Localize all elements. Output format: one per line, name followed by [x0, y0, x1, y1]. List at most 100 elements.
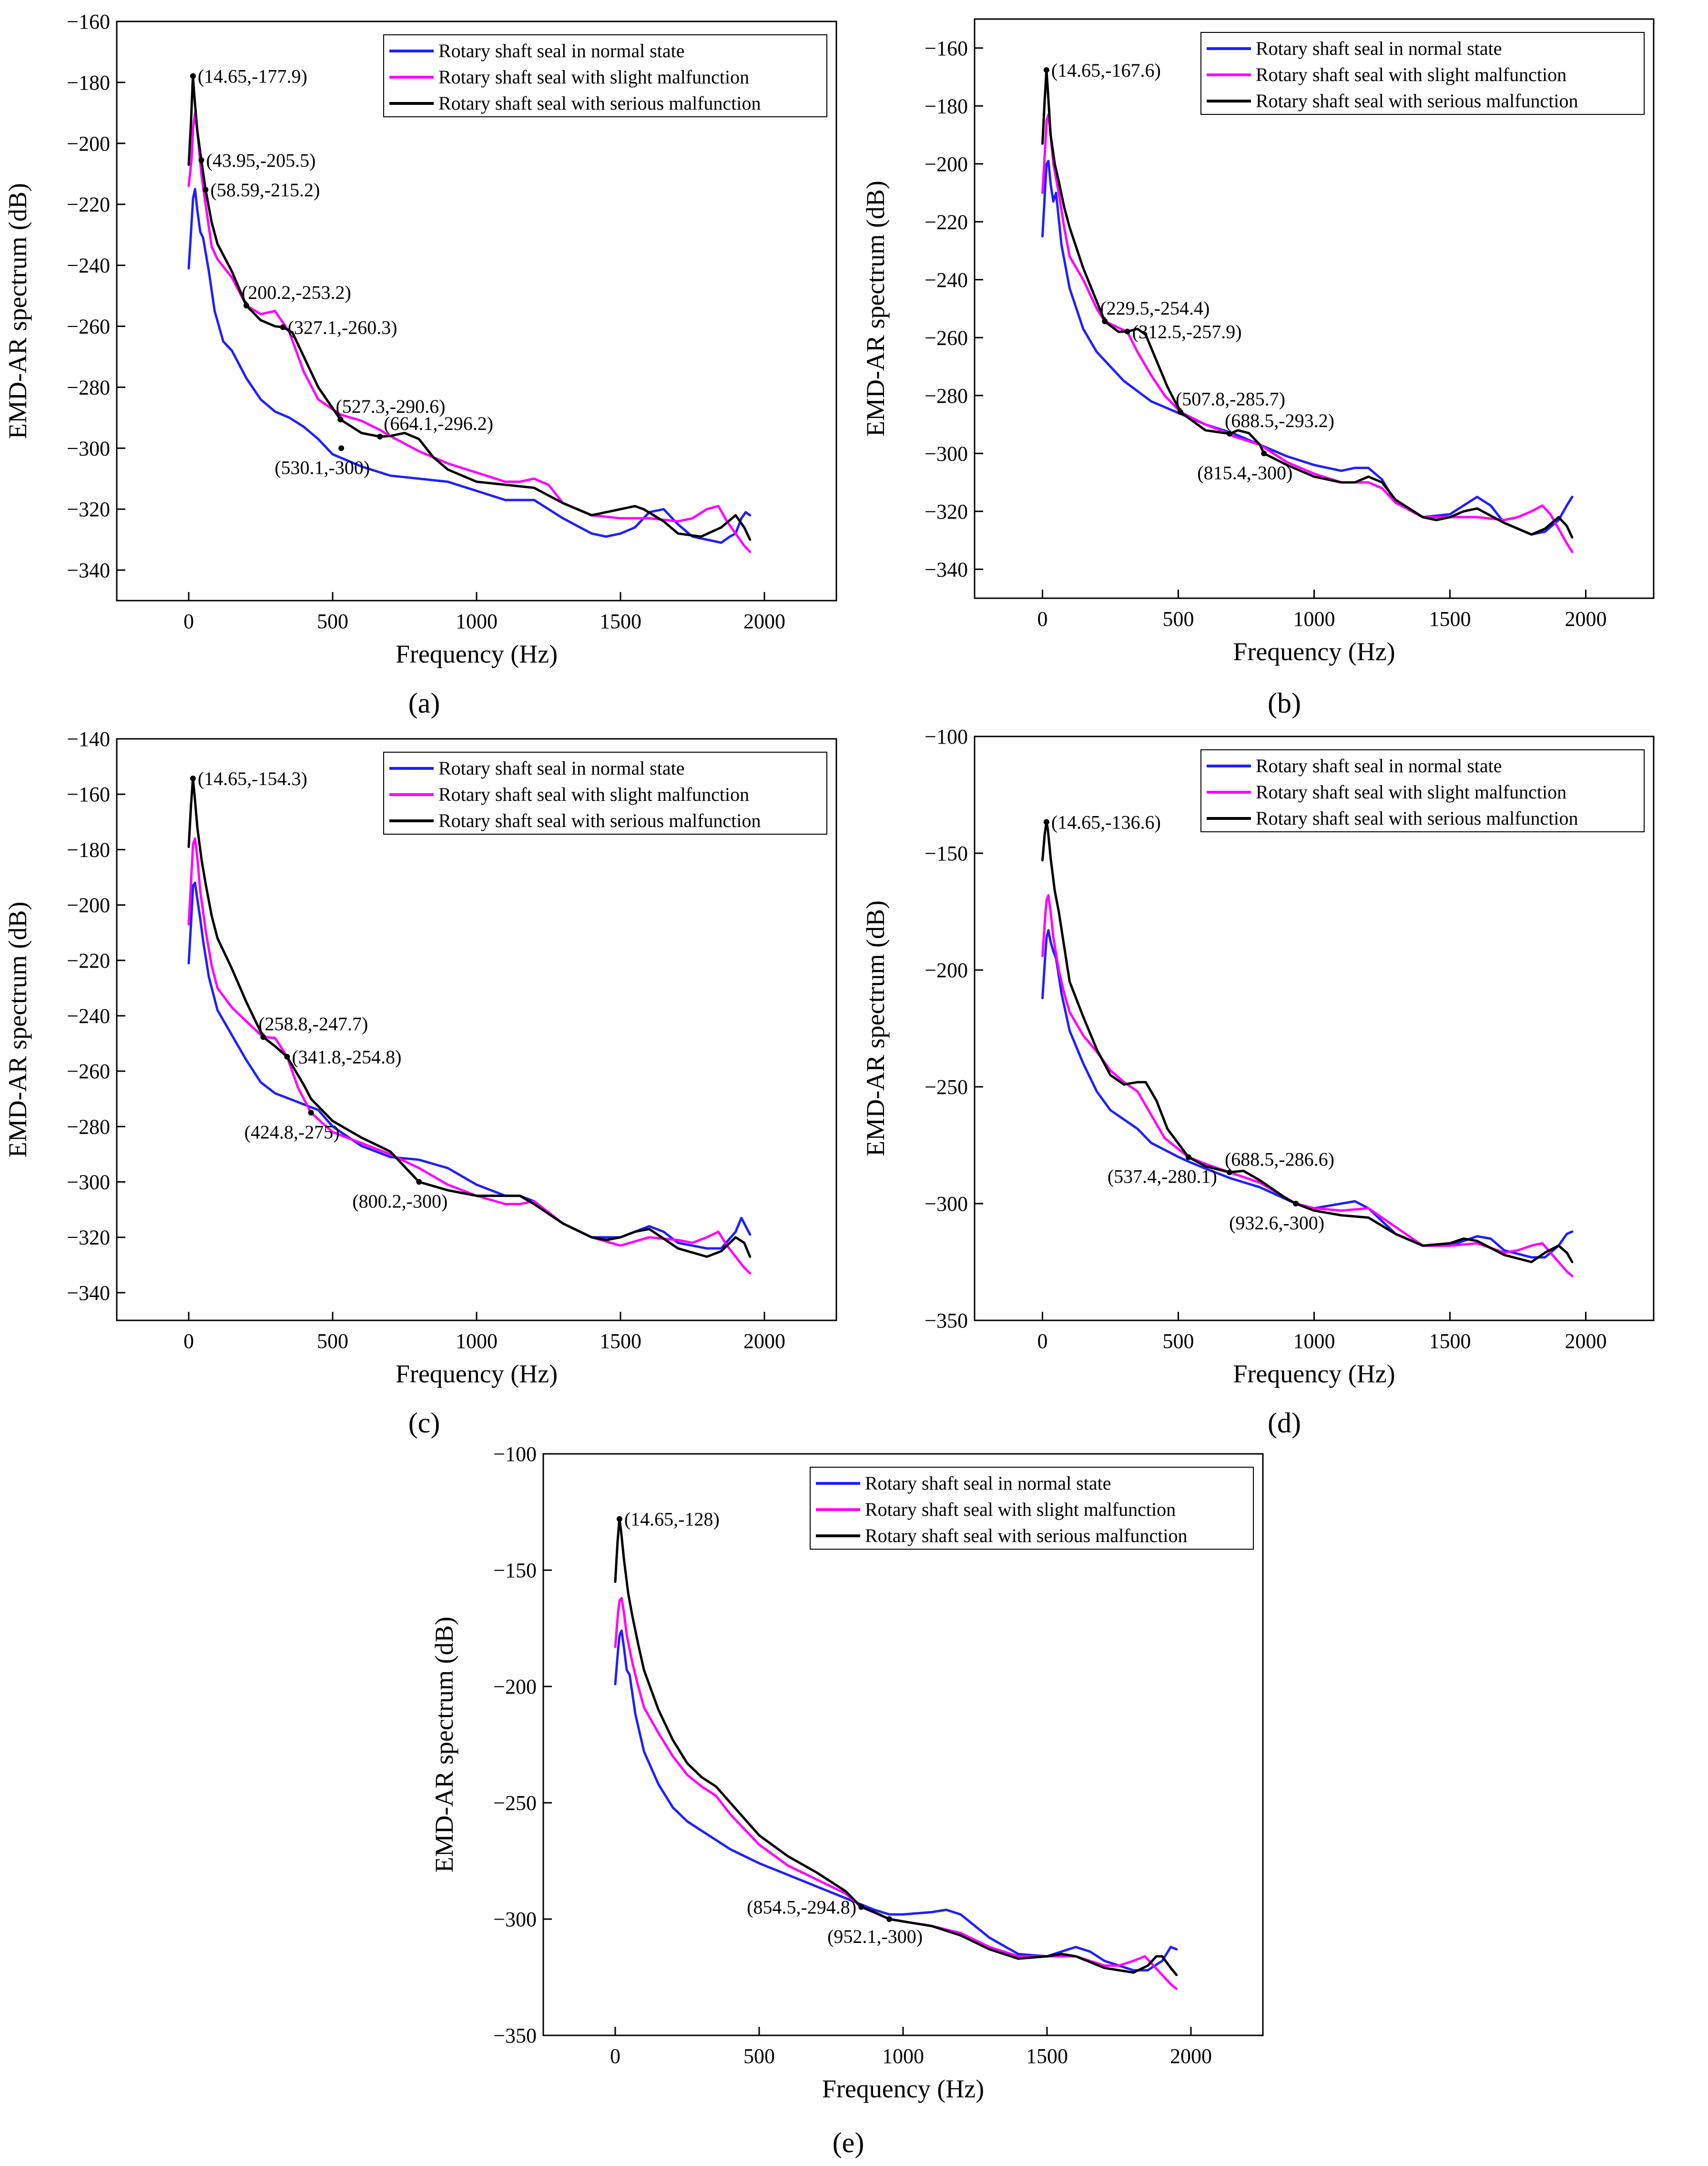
annotation-marker	[243, 302, 249, 308]
annotation-marker	[1261, 450, 1267, 457]
annotation-marker	[416, 1179, 422, 1185]
legend-label: Rotary shaft seal with slight malfunctio…	[438, 784, 749, 805]
legend-label: Rotary shaft seal in normal state	[438, 40, 685, 61]
y-tick-label: −180	[67, 838, 110, 861]
y-tick-label: −200	[67, 894, 110, 917]
y-tick-label: −300	[493, 1908, 537, 1931]
legend-label: Rotary shaft seal with serious malfuncti…	[438, 810, 761, 831]
legend-box	[383, 752, 827, 835]
legend-label: Rotary shaft seal in normal state	[865, 1472, 1111, 1494]
y-tick-label: −340	[67, 559, 110, 582]
y-tick-label: −100	[925, 725, 968, 748]
annotation-label: (688.5,-293.2)	[1225, 410, 1334, 431]
x-tick-label: 1500	[600, 1329, 641, 1353]
legend-label: Rotary shaft seal with serious malfuncti…	[865, 1525, 1188, 1546]
y-tick-label: −220	[925, 210, 968, 234]
y-tick-label: −260	[925, 326, 968, 349]
x-tick-label: 1000	[456, 1329, 498, 1353]
y-tick-label: −240	[925, 268, 968, 292]
chart-panel-c: 0 500 1000 1500 2000 −340 −320 −300 −280 −260 −240…	[3, 727, 837, 1439]
annotation-label: (932.6,-300)	[1229, 1212, 1324, 1234]
y-tick-label: −340	[67, 1281, 110, 1305]
series-line-normal	[187, 188, 752, 544]
panel-label: (a)	[408, 687, 440, 719]
legend-label: Rotary shaft seal in normal state	[1256, 38, 1502, 59]
y-tick-label: −200	[67, 132, 110, 155]
x-tick-label: 1500	[1429, 607, 1471, 631]
x-tick-label: 1500	[1429, 1329, 1471, 1353]
x-tick-label: 500	[1163, 607, 1194, 631]
x-tick-label: 0	[610, 2044, 620, 2068]
x-tick-label: 1500	[1026, 2044, 1068, 2068]
x-tick-label: 0	[1037, 1329, 1048, 1353]
legend: Rotary shaft seal in normal state Rotary …	[1200, 749, 1645, 832]
annotation-label: (424.8,-275)	[244, 1121, 340, 1143]
y-tick-label: −320	[67, 1226, 110, 1249]
panel-label: (d)	[1268, 1407, 1301, 1439]
series-line-serious	[187, 777, 752, 1258]
y-tick-label: −280	[67, 1115, 110, 1138]
series-line-normal	[187, 881, 752, 1250]
legend-label: Rotary shaft seal in normal state	[1256, 755, 1502, 776]
y-tick-label: −300	[925, 1192, 968, 1216]
annotation-label: (854.5,-294.8)	[747, 1897, 856, 1918]
annotation-marker	[338, 445, 345, 451]
legend-label: Rotary shaft seal with slight malfunctio…	[865, 1499, 1176, 1520]
annotation-marker	[886, 1916, 893, 1922]
x-axis-label: Frequency (Hz)	[1233, 1359, 1395, 1388]
annotation-marker	[377, 433, 383, 439]
annotation-label: (200.2,-253.2)	[242, 282, 351, 303]
y-tick-label: −280	[925, 384, 968, 408]
annotation-marker	[337, 417, 344, 423]
annotation-label: (258.8,-247.7)	[258, 1013, 368, 1035]
annotation-marker	[1043, 819, 1049, 825]
y-tick-label: −180	[925, 94, 968, 118]
annotation-label: (14.65,-167.6)	[1051, 60, 1161, 81]
x-tick-label: 1000	[456, 610, 498, 633]
legend-box	[1200, 749, 1645, 832]
y-tick-label: −350	[493, 2024, 537, 2047]
y-tick-label: −200	[493, 1675, 537, 1698]
x-tick-label: 1500	[600, 610, 641, 633]
y-tick-label: −250	[493, 1791, 537, 1815]
x-tick-label: 1000	[882, 2044, 924, 2068]
annotation-marker	[190, 776, 196, 782]
annotation-label: (952.1,-300)	[827, 1926, 923, 1947]
legend-box	[383, 34, 827, 117]
y-tick-label: −180	[67, 71, 110, 94]
y-axis-label: EMD-AR spectrum (dB)	[861, 900, 890, 1156]
y-tick-label: −200	[925, 959, 968, 982]
x-axis-label: Frequency (Hz)	[822, 2074, 984, 2103]
x-tick-label: 2000	[743, 1329, 785, 1353]
annotation-marker	[1043, 67, 1049, 73]
series-line-serious	[1041, 820, 1574, 1263]
annotation-marker	[260, 1034, 266, 1040]
annotation-label: (14.65,-177.9)	[198, 65, 307, 87]
series-line-serious	[614, 1518, 1178, 1976]
series-line-normal	[1041, 160, 1574, 536]
annotation-marker	[198, 157, 204, 163]
annotation-marker	[1102, 318, 1108, 325]
legend-box	[810, 1467, 1254, 1550]
y-axis-label: EMD-AR spectrum (dB)	[861, 181, 890, 437]
annotation-label: (800.2,-300)	[352, 1191, 447, 1212]
annotation-label: (527.3,-290.6)	[336, 396, 445, 417]
y-tick-label: −260	[67, 1060, 110, 1083]
y-axis-label: EMD-AR spectrum (dB)	[430, 1617, 458, 1873]
y-tick-label: −100	[493, 1442, 537, 1466]
x-tick-label: 0	[183, 1329, 194, 1353]
y-tick-label: −140	[67, 727, 110, 751]
annotation-label: (530.1,-300)	[274, 457, 370, 478]
y-axis-label: EMD-AR spectrum (dB)	[3, 183, 32, 439]
x-tick-label: 2000	[1565, 607, 1607, 631]
annotation-marker	[616, 1516, 622, 1522]
y-tick-label: −260	[67, 315, 110, 338]
x-axis-label: Frequency (Hz)	[396, 1359, 558, 1388]
series-line-slight	[614, 1597, 1178, 1990]
y-tick-label: −200	[925, 153, 968, 176]
y-tick-label: −300	[67, 1171, 110, 1194]
annotation-label: (507.8,-285.7)	[1176, 388, 1285, 409]
x-tick-label: 2000	[1565, 1329, 1607, 1353]
x-tick-label: 2000	[743, 610, 785, 633]
